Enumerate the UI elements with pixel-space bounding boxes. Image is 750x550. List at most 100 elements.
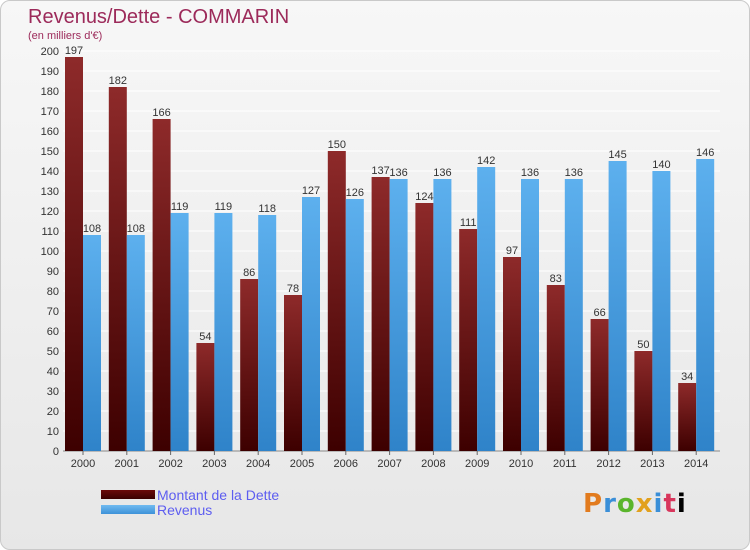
legend-item-revenue: Revenus (101, 501, 279, 518)
proxiti-logo: Proxiti (583, 489, 687, 519)
chart-title: Revenus/Dette - COMMARIN (28, 6, 290, 28)
bar-revenue (389, 179, 408, 451)
bar-revenue (126, 235, 145, 451)
x-tick-label: 2003 (202, 458, 226, 470)
data-label-revenue: 140 (652, 159, 670, 171)
y-axis-ticks: 0 10 20 30 40 50 60 70 80 90 100 110 120 130 140 150 160… (41, 46, 59, 458)
data-label-revenue: 136 (433, 167, 451, 179)
bar-debt (152, 119, 171, 451)
x-axis-ticks: 2000 2001 2002 2003 2004 2005 2006 2007 2008 2009… (71, 451, 708, 470)
bar-debt (196, 343, 215, 451)
bar-revenue (83, 235, 101, 451)
bar-revenue (214, 213, 233, 451)
y-tick-label: 80 (47, 286, 59, 298)
data-label-debt: 50 (637, 339, 649, 351)
data-label-debt: 137 (371, 165, 389, 177)
y-tick-label: 120 (41, 206, 59, 218)
x-tick-label: 2005 (290, 458, 314, 470)
legend: Montant de la Dette Revenus (101, 486, 280, 518)
y-tick-label: 130 (41, 186, 59, 198)
bar-revenue (170, 213, 189, 451)
y-tick-label: 70 (47, 306, 59, 318)
data-label-debt: 150 (328, 139, 346, 151)
y-tick-label: 40 (47, 366, 59, 378)
data-label-debt: 86 (243, 267, 255, 279)
data-label-debt: 124 (415, 191, 433, 203)
bar-revenue (521, 179, 539, 451)
legend-label-revenue: Revenus (157, 501, 213, 518)
y-tick-label: 110 (41, 226, 59, 238)
data-label-revenue: 146 (696, 147, 714, 159)
data-label-revenue: 108 (127, 223, 145, 235)
y-tick-label: 90 (47, 266, 59, 278)
chart-subtitle: (en milliers d'€) (28, 30, 103, 42)
data-label-revenue: 142 (477, 155, 495, 167)
bar-revenue (345, 199, 364, 451)
bar-revenue (302, 197, 320, 451)
data-label-revenue: 119 (215, 201, 233, 213)
x-tick-label: 2008 (421, 458, 445, 470)
y-tick-label: 160 (41, 126, 59, 138)
data-label-revenue: 108 (83, 223, 101, 235)
data-label-debt: 111 (460, 217, 477, 229)
data-label-revenue: 126 (346, 187, 364, 199)
x-tick-label: 2012 (596, 458, 620, 470)
x-tick-label: 2014 (684, 458, 708, 470)
bar-revenue (258, 215, 277, 451)
x-tick-label: 2009 (465, 458, 489, 470)
y-tick-label: 200 (41, 46, 59, 58)
bar-debt (371, 177, 390, 451)
x-tick-label: 2010 (509, 458, 533, 470)
bar-debt (284, 295, 302, 451)
y-tick-label: 150 (41, 146, 59, 158)
legend-item-debt: Montant de la Dette (101, 486, 280, 503)
bar-revenue (608, 161, 627, 451)
data-label-debt: 66 (593, 307, 605, 319)
data-label-revenue: 118 (258, 203, 276, 215)
y-tick-label: 50 (47, 346, 59, 358)
bar-debt (503, 257, 521, 451)
data-label-revenue: 127 (302, 185, 320, 197)
data-label-debt: 97 (506, 245, 518, 257)
bar-revenue (652, 171, 671, 451)
bar-debt (415, 203, 434, 451)
bar-debt (327, 151, 346, 451)
data-label-debt: 182 (109, 75, 127, 87)
x-tick-label: 2007 (377, 458, 401, 470)
x-tick-label: 2011 (553, 458, 577, 470)
x-tick-label: 2000 (71, 458, 95, 470)
y-tick-label: 180 (41, 86, 59, 98)
y-tick-label: 140 (41, 166, 59, 178)
bar-debt (590, 319, 609, 451)
x-tick-label: 2013 (640, 458, 664, 470)
bar-debt (546, 285, 565, 451)
y-tick-label: 0 (53, 446, 59, 458)
y-tick-label: 10 (47, 426, 59, 438)
data-label-debt: 54 (199, 331, 211, 343)
bar-debt (678, 383, 697, 451)
data-label-revenue: 136 (389, 167, 407, 179)
bar-debt (634, 351, 653, 451)
legend-swatch-revenue (101, 505, 155, 514)
data-label-revenue: 136 (565, 167, 583, 179)
data-label-debt: 83 (550, 273, 562, 285)
bar-revenue (433, 179, 452, 451)
y-tick-label: 100 (41, 246, 59, 258)
y-tick-label: 30 (47, 386, 59, 398)
bar-debt (459, 229, 478, 451)
x-tick-label: 2001 (115, 458, 139, 470)
bars: 197 108 182 108 166 119 54 119 86 118 78 127 150 126 1… (65, 45, 714, 451)
y-tick-label: 190 (41, 66, 59, 78)
bar-revenue (564, 179, 583, 451)
x-tick-label: 2002 (158, 458, 182, 470)
bar-debt (108, 87, 127, 451)
bar-revenue (477, 167, 496, 451)
legend-label-debt: Montant de la Dette (157, 486, 280, 503)
bar-debt (240, 279, 259, 451)
data-label-revenue: 119 (171, 201, 189, 213)
x-tick-label: 2004 (246, 458, 270, 470)
y-tick-label: 20 (47, 406, 59, 418)
data-label-debt: 34 (681, 371, 693, 383)
